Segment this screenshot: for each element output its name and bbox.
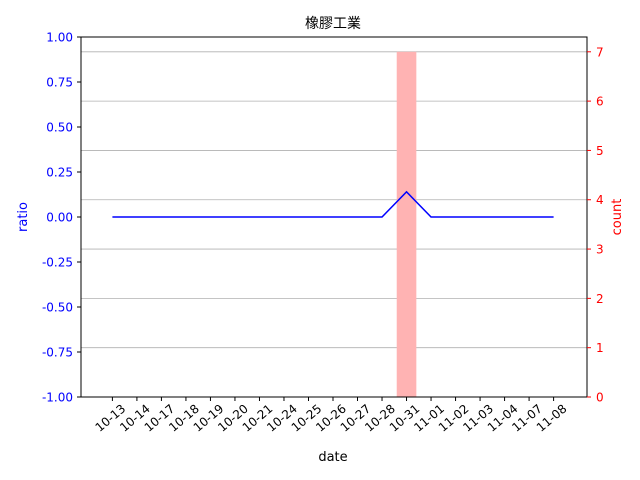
right-axis-tick-label: 0 [596,391,604,405]
right-axis-tick-label: 5 [596,144,604,158]
count-bar [396,51,417,397]
left-axis-tick-label: 0.50 [46,121,73,135]
left-axis-tick-label: -0.50 [42,301,73,315]
left-axis-tick-label: -0.75 [42,346,73,360]
right-axis: 0 1 2 3 4 5 6 7 [587,45,604,405]
left-axis-label: ratio [16,202,31,232]
x-axis: 10-1310-1410-1710-1810-1910-2010-2110-24… [93,397,570,435]
left-axis-tick-label: 0.00 [46,211,73,225]
right-axis-tick-label: 1 [596,341,604,355]
x-axis-label: date [318,450,347,465]
right-axis-tick-label: 3 [596,243,604,257]
right-axis-label: count [610,199,625,236]
left-axis-tick-label: -0.25 [42,256,73,270]
left-axis-tick-label: 0.75 [46,76,73,90]
right-axis-tick-label: 2 [596,292,604,306]
ratio-line [112,190,554,218]
left-axis-tick-label: -1.00 [42,391,73,405]
bar-series [396,51,417,397]
left-axis: 1.00 0.75 0.50 0.25 0.00 -0.25 -0.50 -0.75 -1.00 [42,31,81,405]
chart-title: 橡膠工業 [305,16,361,32]
left-axis-tick-label: 0.25 [46,166,73,180]
grid-lines [81,51,587,349]
right-axis-tick-label: 7 [596,45,604,59]
right-axis-tick-label: 4 [596,193,604,207]
line-series [112,190,554,218]
right-axis-tick-label: 6 [596,95,604,109]
left-axis-tick-label: 1.00 [46,31,73,45]
